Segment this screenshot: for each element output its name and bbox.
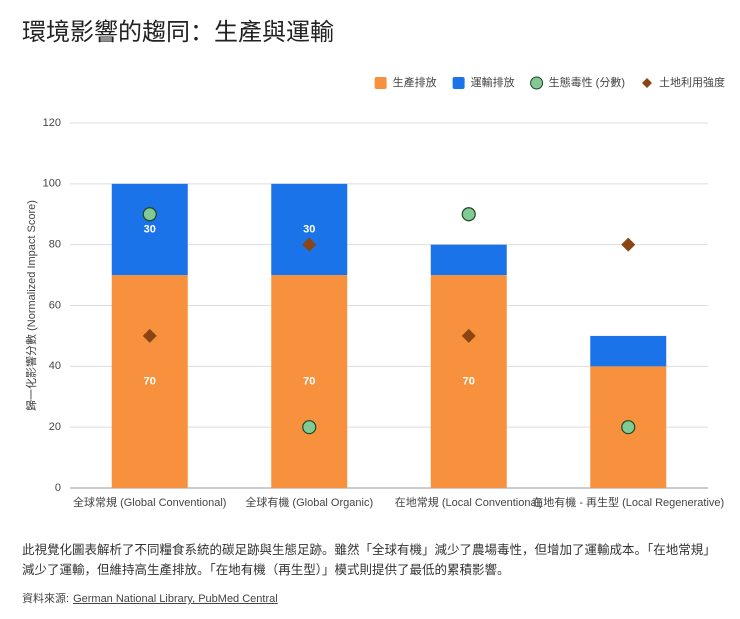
marker-circle — [461, 207, 476, 222]
y-axis-label: 歸一化影響分數 (Normalized Impact Score) — [24, 200, 38, 411]
value-label: 70 — [144, 375, 156, 387]
x-tick-label: 在地常規 (Local Conventional) — [395, 495, 543, 509]
x-tick-label: 全球有機 (Global Organic) — [245, 495, 373, 509]
y-tick-label: 20 — [49, 421, 61, 433]
y-tick-label: 80 — [49, 239, 61, 251]
source-link[interactable]: PubMed Central — [192, 593, 278, 605]
legend-label: 生態毒性 (分數) — [549, 75, 625, 89]
marker-diamond — [461, 328, 476, 343]
marker-circle — [142, 207, 157, 222]
chart: 0 20 40 60 80 100 120 歸一化影響分數 (Normalized Impac… — [24, 75, 725, 509]
marker-diamond — [621, 237, 636, 252]
chart-title: 環境影響的趨同：生產與運輸 — [22, 19, 334, 46]
bar-segment — [271, 275, 348, 488]
value-label: 70 — [303, 375, 315, 387]
bar-segment — [430, 275, 507, 488]
legend-label: 運輸排放 — [471, 75, 515, 89]
legend-label: 土地利用強度 — [659, 75, 725, 89]
source-link[interactable]: German National Library — [73, 593, 193, 605]
x-tick-label: 全球常規 (Global Conventional) — [73, 495, 226, 509]
marker-diamond — [142, 328, 157, 343]
bar-segment — [271, 183, 348, 276]
y-tick-label: 120 — [43, 117, 61, 129]
legend-label: 生產排放 — [393, 75, 437, 89]
marker-circle — [302, 420, 317, 435]
y-tick-label: 40 — [49, 360, 61, 372]
source-label: 資料來源: — [22, 593, 70, 605]
value-label: 30 — [144, 223, 156, 235]
y-tick-label: 100 — [43, 178, 61, 190]
marker-circle — [621, 420, 636, 435]
x-tick-label: 在地有機 - 再生型 (Local Regenerative) — [532, 495, 724, 509]
bar-segment — [430, 244, 507, 276]
legend-swatch — [530, 76, 544, 90]
value-label: 30 — [303, 223, 315, 235]
legend: 生產排放 運輸排放 生態毒性 (分數) 土地利用強度 — [374, 75, 725, 90]
legend-swatch — [374, 77, 387, 89]
legend-swatch — [452, 77, 465, 89]
legend-swatch — [642, 78, 652, 88]
value-label: 70 — [463, 375, 475, 387]
source: 資料來源:German National LibraryPubMed Centr… — [22, 590, 278, 606]
y-tick-label: 0 — [55, 482, 61, 494]
bar-segment — [111, 183, 188, 276]
marker-diamond — [302, 237, 317, 252]
description: 此視覺化圖表解析了不同糧食系統的碳足跡與生態足跡。雖然「全球有機」減少了農場毒性… — [22, 543, 716, 577]
bar-segment — [111, 275, 188, 488]
y-tick-label: 60 — [49, 299, 61, 311]
bar-segment — [590, 335, 667, 367]
